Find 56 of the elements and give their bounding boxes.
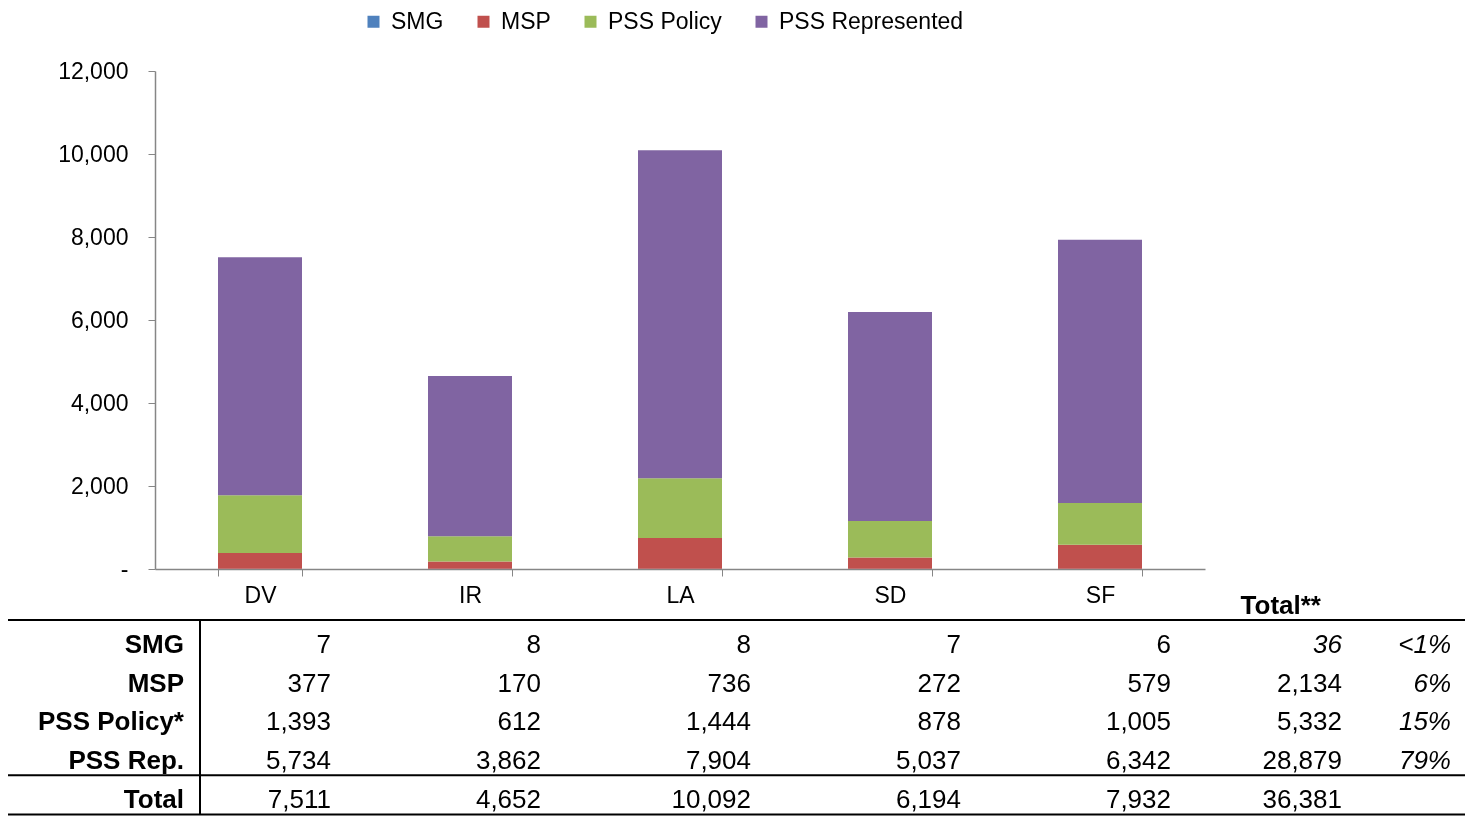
x-tick-label: SF: [1085, 581, 1116, 608]
text: MSP: [127, 667, 184, 698]
text: PSS Policy*: [38, 706, 185, 737]
text: 1,444: [685, 706, 751, 737]
text: 7,511: [267, 783, 331, 814]
text: 5,332: [1276, 706, 1342, 737]
legend-label: SMG: [391, 7, 444, 34]
text: 5,037: [895, 745, 961, 776]
text: 6%: [1413, 667, 1451, 698]
text: 6,342: [1105, 745, 1171, 776]
legend-label: PSS Policy: [608, 7, 723, 34]
text: 3,862: [475, 745, 541, 776]
x-tick-label: DV: [244, 581, 278, 608]
y-tick-label: 8,000: [70, 223, 129, 250]
text: 7,932: [1105, 783, 1171, 814]
legend-label: PSS Represented: [779, 7, 964, 34]
text: 28,879: [1262, 745, 1342, 776]
text: 377: [287, 667, 331, 698]
text: Total: [123, 783, 184, 814]
text: 1,005: [1105, 706, 1171, 737]
y-tick-label: 6,000: [70, 306, 129, 333]
text: 8: [526, 629, 541, 659]
text: 6: [1156, 629, 1171, 659]
text: 612: [497, 706, 541, 737]
text: 2,134: [1276, 667, 1342, 698]
text: 878: [917, 706, 961, 737]
y-tick-label: 2,000: [70, 472, 129, 499]
text: Total**: [1240, 590, 1322, 620]
text: 10,092: [671, 783, 751, 814]
x-tick-label: LA: [666, 581, 696, 608]
y-tick-label: 10,000: [58, 140, 129, 167]
text: 5,734: [265, 745, 331, 776]
x-tick-label: IR: [459, 581, 482, 608]
text: 736: [707, 667, 751, 698]
y-tick-label: -: [120, 555, 129, 582]
text: 36: [1313, 629, 1343, 659]
text: 4,652: [475, 783, 541, 814]
x-tick-label: SD: [874, 581, 907, 608]
text: 579: [1127, 667, 1171, 698]
text: 7: [316, 629, 331, 659]
text: 36,381: [1262, 783, 1342, 814]
text: <1%: [1398, 629, 1451, 659]
text: 8: [736, 629, 751, 659]
text: SMG: [124, 629, 184, 659]
text: 79%: [1398, 745, 1451, 776]
text: 7,904: [685, 745, 751, 776]
text: PSS Rep.: [68, 745, 184, 776]
y-tick-label: 12,000: [58, 57, 129, 84]
text: 7: [946, 629, 961, 659]
text: 1,393: [265, 706, 331, 737]
text: 6,194: [895, 783, 961, 814]
y-tick-label: 4,000: [70, 389, 129, 416]
text: 272: [917, 667, 961, 698]
text: 15%: [1398, 706, 1451, 737]
text: 170: [497, 667, 541, 698]
legend-label: MSP: [501, 7, 551, 34]
